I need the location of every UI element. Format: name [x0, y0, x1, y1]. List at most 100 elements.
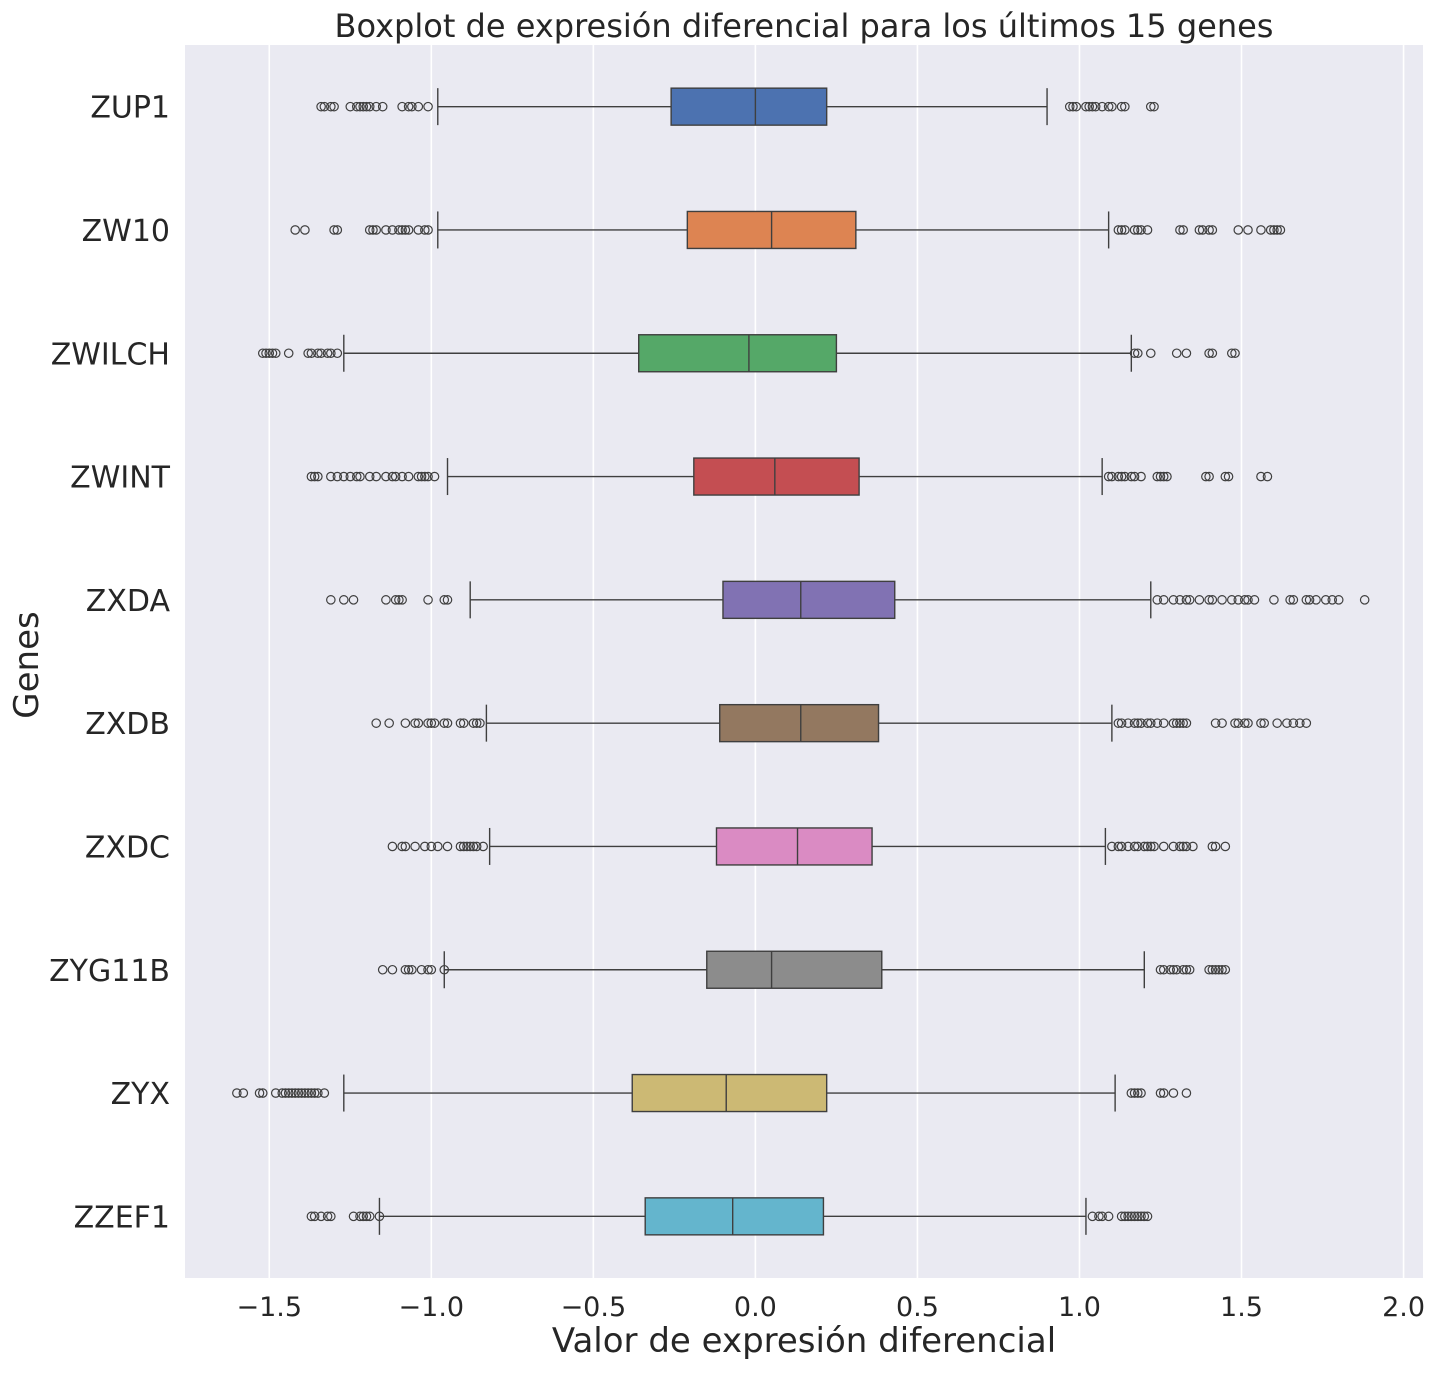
outlier-point: [1071, 101, 1082, 112]
outlier-point: [387, 471, 398, 482]
outlier-point: [358, 1211, 369, 1222]
outlier-point: [1168, 718, 1179, 728]
chart-title: Boxplot de expresión diferencial para lo…: [335, 7, 1274, 45]
outlier-point: [1136, 718, 1146, 728]
outlier-point: [313, 471, 323, 482]
outlier-point: [1113, 471, 1124, 482]
outlier-point: [326, 1211, 336, 1222]
x-tick-label: 2.0: [1382, 1292, 1425, 1323]
y-tick-label: ZUP1: [90, 91, 170, 126]
outlier-point: [1220, 841, 1231, 852]
outlier-point: [462, 841, 472, 852]
outlier-point: [1220, 471, 1231, 482]
outlier-point: [390, 595, 401, 605]
outlier-point: [1120, 1211, 1130, 1222]
outlier-point: [1217, 595, 1227, 605]
outlier-point: [1181, 1088, 1192, 1098]
outlier-point: [364, 101, 375, 112]
outlier-point: [345, 471, 356, 482]
outlier-point: [1207, 348, 1218, 359]
outlier-point: [1301, 595, 1312, 605]
outlier-point: [439, 964, 450, 975]
outlier-point: [1149, 101, 1159, 112]
outlier-point: [306, 348, 317, 359]
outlier-point: [394, 225, 404, 235]
y-tick-label: ZYX: [111, 1077, 170, 1112]
y-tick-label: ZXDA: [86, 584, 171, 619]
boxes-layer: [232, 87, 1370, 1236]
outlier-point: [1175, 841, 1185, 852]
outlier-point: [1259, 718, 1269, 728]
outlier-point: [1158, 471, 1169, 482]
outlier-point: [429, 471, 440, 482]
outlier-point: [1207, 225, 1218, 235]
box-zup1: [316, 87, 1159, 126]
outlier-point: [257, 348, 268, 359]
outlier-point: [439, 718, 450, 728]
outlier-point: [397, 101, 407, 112]
outlier-point: [326, 101, 336, 112]
outlier-point: [316, 1211, 326, 1222]
outlier-point: [1168, 595, 1179, 605]
outlier-point: [1165, 964, 1176, 975]
y-tick-labels: ZUP1 ZW10 ZWILCH ZWINT ZXDA ZXDB ZXDC ZYG11B ZYX…: [49, 91, 171, 1236]
outlier-point: [351, 101, 362, 112]
outlier-point: [458, 841, 469, 852]
outlier-point: [1087, 1211, 1098, 1222]
outlier-point: [1207, 841, 1218, 852]
grid-lines: [268, 45, 1405, 1278]
outlier-point: [455, 841, 466, 852]
outlier-point: [413, 101, 424, 112]
outlier-point: [387, 964, 398, 975]
outlier-point: [397, 471, 407, 482]
outlier-point: [471, 841, 482, 852]
outlier-point: [468, 841, 479, 852]
outlier-point: [355, 101, 365, 112]
outlier-point: [1230, 348, 1240, 359]
outlier-point: [1226, 595, 1237, 605]
outlier-point: [1272, 225, 1282, 235]
outlier-point: [371, 471, 382, 482]
outlier-point: [1181, 595, 1192, 605]
outlier-point: [1168, 841, 1179, 852]
outlier-point: [1194, 225, 1205, 235]
outlier-point: [1175, 225, 1185, 235]
outlier-point: [348, 1211, 359, 1222]
iqr-box: [719, 703, 880, 743]
outlier-point: [426, 841, 437, 852]
x-tick-label: −1.0: [399, 1292, 465, 1323]
x-tick-label: −1.5: [236, 1292, 302, 1323]
outlier-point: [1311, 595, 1321, 605]
outlier-point: [400, 225, 411, 235]
outlier-point: [332, 348, 343, 359]
outlier-point: [1129, 718, 1140, 728]
outlier-point: [300, 1088, 310, 1098]
outlier-point: [1123, 718, 1133, 728]
outlier-point: [1285, 595, 1295, 605]
outlier-point: [1103, 101, 1114, 112]
outlier-point: [1171, 348, 1182, 359]
outlier-point: [326, 348, 336, 359]
outlier-point: [238, 1088, 249, 1098]
outlier-point: [1178, 225, 1188, 235]
box-zwilch: [257, 334, 1240, 373]
outlier-point: [410, 718, 420, 728]
outlier-point: [1204, 348, 1214, 359]
outlier-point: [1265, 225, 1276, 235]
outlier-point: [326, 471, 336, 482]
outlier-point: [1249, 595, 1260, 605]
outlier-point: [1126, 471, 1137, 482]
outlier-point: [1243, 595, 1253, 605]
outlier-point: [1123, 841, 1133, 852]
outlier-point: [1097, 1211, 1107, 1222]
outlier-point: [429, 718, 440, 728]
outlier-point: [413, 471, 424, 482]
x-tick-labels: −1.5 −1.0 −0.5 0.0 0.5 1.0 1.5 2.0: [236, 1292, 1425, 1323]
outlier-point: [1214, 964, 1224, 975]
outlier-point: [423, 718, 433, 728]
outlier-point: [283, 348, 294, 359]
outlier-point: [368, 225, 378, 235]
outlier-point: [1168, 964, 1179, 975]
outlier-point: [397, 595, 407, 605]
